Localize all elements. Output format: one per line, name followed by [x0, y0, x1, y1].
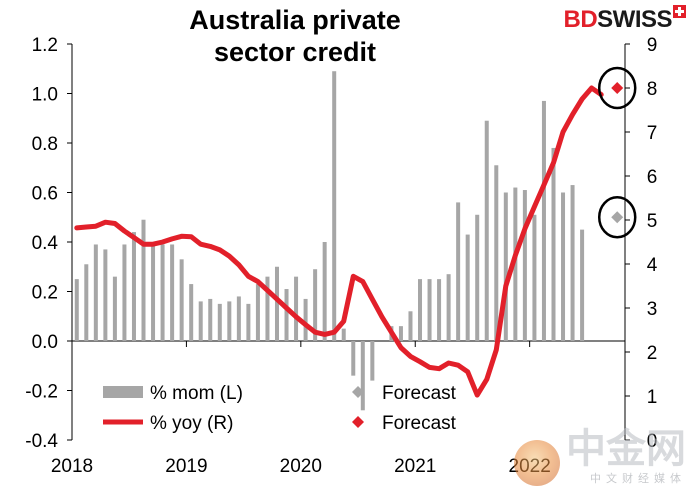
legend-label-mom: % mom (L): [150, 383, 243, 404]
x-tick-label: 2020: [280, 456, 322, 477]
forecast-yoy-circle: [597, 66, 637, 110]
right-tick-label: 6: [647, 167, 658, 188]
bar-mom: [370, 341, 375, 381]
right-tick-label: 1: [647, 387, 658, 408]
line-yoy: [74, 85, 604, 398]
bar-mom: [208, 298, 213, 341]
swiss-flag-icon: [673, 5, 686, 18]
forecast-yoy-marker: [611, 82, 624, 94]
bar-mom: [74, 279, 79, 341]
forecast-mom-circle: [597, 196, 637, 239]
right-tick-label: 0: [647, 431, 658, 452]
bar-mom: [303, 298, 308, 341]
bar-mom: [170, 244, 175, 341]
bar-mom: [494, 165, 499, 341]
left-tick-label: -0.4: [25, 431, 58, 452]
bdswiss-logo: BDSWISS: [563, 5, 686, 34]
right-tick-label: 3: [647, 299, 658, 320]
left-tick-label: 0.8: [32, 134, 58, 155]
bar-mom: [541, 100, 546, 341]
chart-title: Australia private sector credit: [189, 5, 401, 67]
bar-mom: [294, 276, 299, 341]
bar-mom: [408, 311, 413, 341]
bar-mom: [151, 244, 156, 341]
bar-mom: [351, 341, 356, 376]
left-tick-label: 0.4: [32, 233, 59, 254]
right-tick-label: 5: [647, 211, 658, 232]
bar-mom: [398, 326, 403, 341]
bar-mom: [561, 192, 566, 341]
bar-mom: [103, 249, 108, 341]
bar-mom: [122, 244, 127, 341]
left-tick-label: 0.2: [32, 283, 58, 304]
legend-bar-swatch: [103, 386, 143, 398]
bar-mom: [189, 284, 194, 341]
watermark-main: 中金网: [566, 426, 686, 472]
legend-label-forecast-grey: Forecast: [382, 383, 457, 404]
bar-mom: [217, 303, 222, 341]
bar-mom: [427, 279, 432, 341]
right-tick-label: 9: [647, 35, 658, 56]
forecast-mom-marker: [611, 211, 624, 224]
x-tick-label: 2021: [394, 456, 436, 477]
bar-mom: [141, 219, 146, 341]
bar-mom: [503, 192, 508, 341]
bar-mom: [532, 214, 537, 341]
bar-mom: [112, 276, 117, 341]
left-tick-label: 0.0: [32, 332, 58, 353]
watermark-sub: 中文财经媒体: [590, 472, 686, 485]
legend-label-yoy: % yoy (R): [150, 413, 233, 434]
bar-mom: [522, 190, 527, 341]
bar-mom: [246, 303, 251, 341]
legend-forecast-diamond-grey: [352, 386, 364, 398]
bar-mom: [179, 259, 184, 341]
x-tick-label: 2018: [51, 456, 93, 477]
watermark-logo-icon: [514, 440, 560, 486]
bar-mom: [227, 301, 232, 341]
left-tick-label: 0.6: [32, 184, 58, 205]
bar-mom: [160, 244, 165, 341]
bar-mom: [341, 328, 346, 341]
right-tick-label: 2: [647, 343, 658, 364]
bar-mom: [93, 244, 98, 341]
legend-forecast-diamond-red: [352, 416, 364, 428]
bar-mom: [255, 284, 260, 341]
left-tick-label: 1.2: [32, 35, 58, 56]
right-tick-label: 4: [647, 255, 658, 276]
legend-label-forecast-red: Forecast: [382, 413, 457, 434]
bar-mom: [484, 120, 489, 341]
right-tick-label: 7: [647, 123, 658, 144]
bar-mom: [456, 202, 461, 341]
bar-mom: [580, 229, 585, 341]
bar-mom: [437, 279, 442, 341]
x-tick-label: 2019: [165, 456, 207, 477]
bar-mom: [236, 296, 241, 341]
bar-mom: [265, 276, 270, 341]
bar-mom: [418, 279, 423, 341]
bar-mom: [551, 147, 556, 341]
bar-mom: [465, 234, 470, 341]
bar-mom: [475, 214, 480, 341]
bar-mom: [322, 242, 327, 341]
bar-mom: [198, 301, 203, 341]
bar-mom: [131, 232, 136, 341]
bar-mom: [274, 266, 279, 341]
watermark: 中金网 中文财经媒体: [566, 428, 686, 486]
bar-mom: [84, 264, 89, 341]
right-tick-label: 8: [647, 79, 658, 100]
bar-mom: [570, 185, 575, 341]
bar-mom: [284, 289, 289, 341]
bar-mom: [332, 71, 337, 341]
bar-mom: [446, 274, 451, 341]
logo-part1: BD: [563, 6, 598, 33]
left-tick-label: 1.0: [32, 85, 58, 106]
bar-mom: [360, 341, 365, 411]
bar-mom: [513, 187, 518, 341]
logo-part2: SWISS: [597, 6, 672, 33]
bar-mom: [313, 269, 318, 341]
left-tick-label: -0.2: [25, 382, 58, 403]
